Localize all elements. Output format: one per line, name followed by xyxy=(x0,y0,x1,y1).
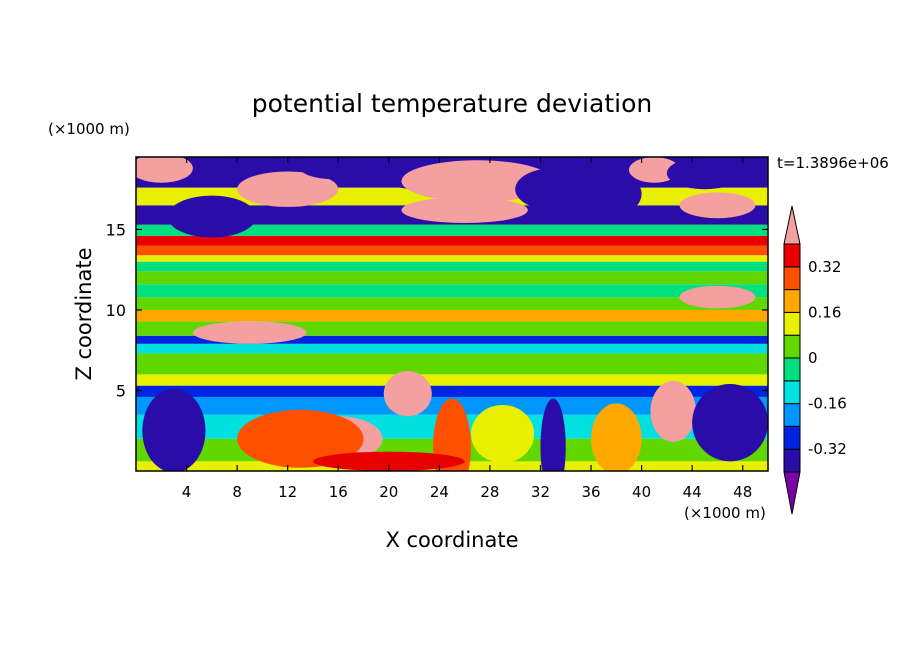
contour-band-11 xyxy=(136,297,768,310)
colorbar-segment xyxy=(783,425,801,450)
contour-blob-5 xyxy=(401,160,554,203)
x-tick-label: 36 xyxy=(581,483,600,501)
contour-blob-23 xyxy=(470,404,535,463)
contour-band-6 xyxy=(136,353,768,375)
contour-band-16 xyxy=(136,245,768,256)
contour-blob-20 xyxy=(540,398,566,471)
contour-blob-11 xyxy=(679,192,756,219)
x-axis-title: X coordinate xyxy=(385,528,518,552)
y-axis-title: Z coordinate xyxy=(72,247,96,380)
contour-blob-1 xyxy=(167,195,257,238)
contour-band-5 xyxy=(136,374,768,386)
contour-blob-14 xyxy=(383,371,432,417)
colorbar-bottom-arrow xyxy=(783,471,801,515)
contour-blob-22 xyxy=(433,398,471,471)
contour-blob-2 xyxy=(237,171,339,207)
contour-blob-9 xyxy=(628,157,680,183)
x-tick-label: 28 xyxy=(480,483,499,501)
contour-band-14 xyxy=(136,261,768,272)
x-tick-label: 12 xyxy=(278,483,297,501)
colorbar xyxy=(783,205,801,515)
contour-band-15 xyxy=(136,255,768,262)
contour-blob-3 xyxy=(300,157,377,180)
contour-band-13 xyxy=(136,271,768,285)
y-axis-ticks: 5 10 15 xyxy=(106,220,768,400)
contour-band-8 xyxy=(136,335,768,344)
y-unit-label: (×1000 m) xyxy=(48,120,130,138)
colorbar-segment xyxy=(783,311,801,336)
x-tick-label: 40 xyxy=(632,483,651,501)
contour-field xyxy=(136,157,768,471)
x-tick-label: 4 xyxy=(182,483,192,501)
colorbar-tick-label: 0.32 xyxy=(808,258,841,276)
contour-blob-17 xyxy=(237,409,364,468)
y-tick-label: 15 xyxy=(106,220,126,239)
x-tick-label: 16 xyxy=(329,483,348,501)
contour-blob-8 xyxy=(565,169,642,219)
contour-blobs xyxy=(136,157,768,471)
colorbar-segment xyxy=(783,334,801,359)
colorbar-tick-label: 0.16 xyxy=(808,303,841,321)
y-tick-label: 10 xyxy=(106,301,126,320)
x-tick-label: 8 xyxy=(232,483,242,501)
x-tick-label: 48 xyxy=(733,483,752,501)
colorbar-segment xyxy=(783,243,801,268)
colorbar-segment xyxy=(783,448,801,473)
contour-band-4 xyxy=(136,385,768,397)
contour-band-10 xyxy=(136,309,768,322)
contour-blob-21 xyxy=(591,403,642,471)
contour-blob-0 xyxy=(136,157,193,183)
colorbar-tick-label: -0.32 xyxy=(808,440,847,458)
colorbar-top-arrow xyxy=(783,205,801,245)
contour-blob-18 xyxy=(142,388,206,471)
contour-blob-15 xyxy=(650,380,696,443)
x-axis-ticks: 4 8 12 16 20 24 28 32 36 40 44 48 xyxy=(182,157,752,501)
x-tick-label: 20 xyxy=(379,483,398,501)
contour-band-17 xyxy=(136,235,768,246)
colorbar-tick-label: 0 xyxy=(808,349,818,367)
y-tick-label: 5 xyxy=(116,381,126,400)
contour-blob-13 xyxy=(679,285,756,309)
x-unit-label: (×1000 m) xyxy=(684,504,766,522)
contour-band-18 xyxy=(136,224,768,236)
contour-band-12 xyxy=(136,284,768,298)
colorbar-segment xyxy=(783,266,801,291)
colorbar-segment xyxy=(783,289,801,313)
contour-band-7 xyxy=(136,343,768,354)
colorbar-segment xyxy=(783,403,801,427)
contour-blob-10 xyxy=(666,157,743,190)
time-label: t=1.3896e+06 xyxy=(777,154,889,172)
contour-blob-19 xyxy=(692,384,768,462)
x-tick-label: 24 xyxy=(430,483,449,501)
colorbar-segment xyxy=(783,357,801,382)
x-tick-label: 32 xyxy=(531,483,550,501)
colorbar-segment xyxy=(783,380,801,405)
x-tick-label: 44 xyxy=(683,483,702,501)
contour-blob-6 xyxy=(401,197,528,224)
plot-frame xyxy=(135,156,769,472)
colorbar-tick-label: -0.16 xyxy=(808,395,847,413)
colorbar-tick-labels: 0.32 0.16 0 -0.16 -0.32 xyxy=(808,258,847,458)
chart-title: potential temperature deviation xyxy=(252,89,652,118)
contour-blob-12 xyxy=(192,321,307,344)
contour-blob-24 xyxy=(312,451,465,471)
